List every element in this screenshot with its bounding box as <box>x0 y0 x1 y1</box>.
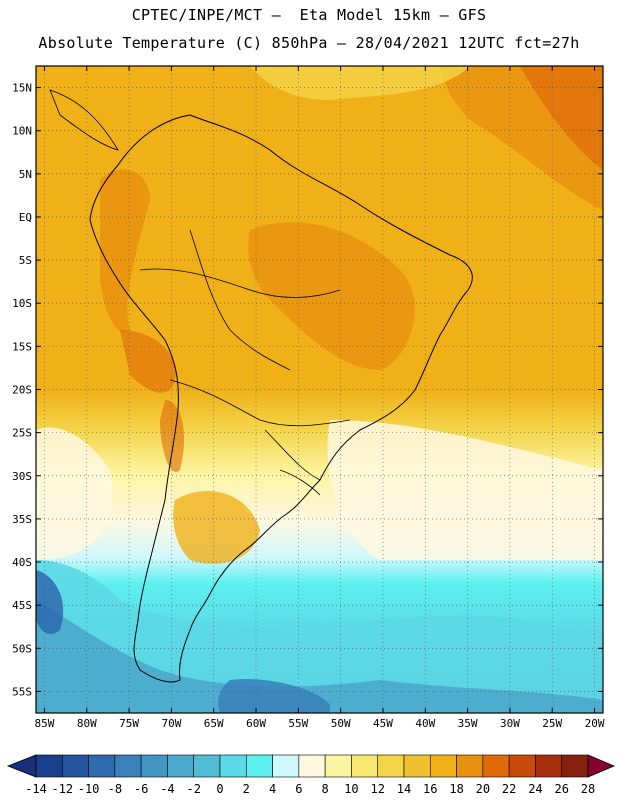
colorbar-label: 6 <box>295 782 302 796</box>
colorbar-label: 20 <box>476 782 490 796</box>
colorbar-label: 12 <box>370 782 384 796</box>
colorbar-label: 26 <box>554 782 568 796</box>
lat-tick-label: 50S <box>12 642 32 655</box>
lon-tick-label: 60W <box>246 717 266 730</box>
colorbar-swatch <box>88 754 116 778</box>
colorbar-swatch <box>456 754 484 778</box>
colorbar-swatch <box>377 754 405 778</box>
colorbar-label: 28 <box>581 782 595 796</box>
header-title-line2: Absolute Temperature (C) 850hPa – 28/04/… <box>38 34 580 52</box>
lon-tick-label: 55W <box>288 717 308 730</box>
colorbar-swatch <box>245 754 273 778</box>
lat-tick-label: 20S <box>12 384 32 397</box>
colorbar: -14 -12 -10 -8 -6 -4 -2 0 2 4 6 8 10 12 14 16 18 20 22 24 26… <box>6 754 616 796</box>
lat-tick-label: 40S <box>12 556 32 569</box>
colorbar-swatch <box>403 754 431 778</box>
lat-tick-label: 30S <box>12 470 32 483</box>
colorbar-label: -4 <box>160 782 174 796</box>
lat-tick-label: 25S <box>12 427 32 440</box>
colorbar-label: -14 <box>25 782 47 796</box>
colorbar-swatch <box>508 754 536 778</box>
colorbar-swatch <box>35 754 63 778</box>
colorbar-swatch <box>298 754 326 778</box>
header-title-line1: CPTEC/INPE/MCT – Eta Model 15km – GFS <box>131 6 487 24</box>
colorbar-swatch <box>429 754 457 778</box>
colorbar-label: -8 <box>108 782 122 796</box>
colorbar-swatch <box>219 754 247 778</box>
lon-tick-label: 65W <box>204 717 224 730</box>
colorbar-swatch <box>482 754 510 778</box>
continent-outline <box>89 114 473 683</box>
colorbar-swatch <box>140 754 168 778</box>
colorbar-label: 22 <box>502 782 516 796</box>
lon-tick-label: 85W <box>35 717 55 730</box>
colorbar-label: -10 <box>78 782 100 796</box>
lon-tick-label: 40W <box>415 717 435 730</box>
lon-tick-label: 80W <box>77 717 97 730</box>
colorbar-label: 4 <box>269 782 276 796</box>
lon-tick-label: 70W <box>161 717 181 730</box>
lon-tick-label: 25W <box>542 717 562 730</box>
colorbar-over-triangle <box>587 754 616 778</box>
colorbar-swatch <box>61 754 89 778</box>
colorbar-swatch <box>167 754 195 778</box>
colorbar-swatch <box>535 754 563 778</box>
lon-tick-label: 20W <box>585 717 605 730</box>
colorbar-label: 16 <box>423 782 437 796</box>
colorbar-swatch <box>324 754 352 778</box>
colorbar-label: 14 <box>397 782 411 796</box>
lon-tick-label: 35W <box>458 717 478 730</box>
lat-tick-label: 45S <box>12 599 32 612</box>
lat-tick-label: 10N <box>12 125 32 138</box>
lon-tick-label: 30W <box>500 717 520 730</box>
colorbar-swatch <box>561 754 589 778</box>
colorbar-label: -12 <box>51 782 73 796</box>
colorbar-label: 8 <box>322 782 329 796</box>
lat-tick-label: 55S <box>12 685 32 698</box>
colorbar-label: -6 <box>134 782 148 796</box>
colorbar-swatch <box>114 754 142 778</box>
colorbar-label: 2 <box>243 782 250 796</box>
colorbar-label: 0 <box>216 782 223 796</box>
lon-tick-label: 45W <box>373 717 393 730</box>
colorbar-swatch <box>193 754 221 778</box>
colorbar-swatch <box>351 754 379 778</box>
colorbar-under-triangle <box>6 754 37 778</box>
lat-tick-label: 15N <box>12 82 32 95</box>
lat-tick-label: 5S <box>19 254 32 267</box>
lat-tick-label: EQ <box>19 211 32 224</box>
colorbar-label: -2 <box>186 782 200 796</box>
colorbar-label: 18 <box>449 782 463 796</box>
lat-tick-label: 15S <box>12 340 32 353</box>
map-field <box>36 66 603 713</box>
lat-lon-grid <box>36 66 603 713</box>
colorbar-label: 24 <box>528 782 542 796</box>
colorbar-label: 10 <box>344 782 358 796</box>
lat-tick-label: 10S <box>12 297 32 310</box>
lon-tick-label: 75W <box>119 717 139 730</box>
colorbar-swatch <box>272 754 300 778</box>
lat-tick-label: 5N <box>19 168 32 181</box>
lon-tick-label: 50W <box>331 717 351 730</box>
axis-ticks: 15N 10N 5N EQ 5S 10S 15S 20S 25S 30S 35S 40S 45S 50S 5… <box>12 66 605 730</box>
lat-tick-label: 35S <box>12 513 32 526</box>
